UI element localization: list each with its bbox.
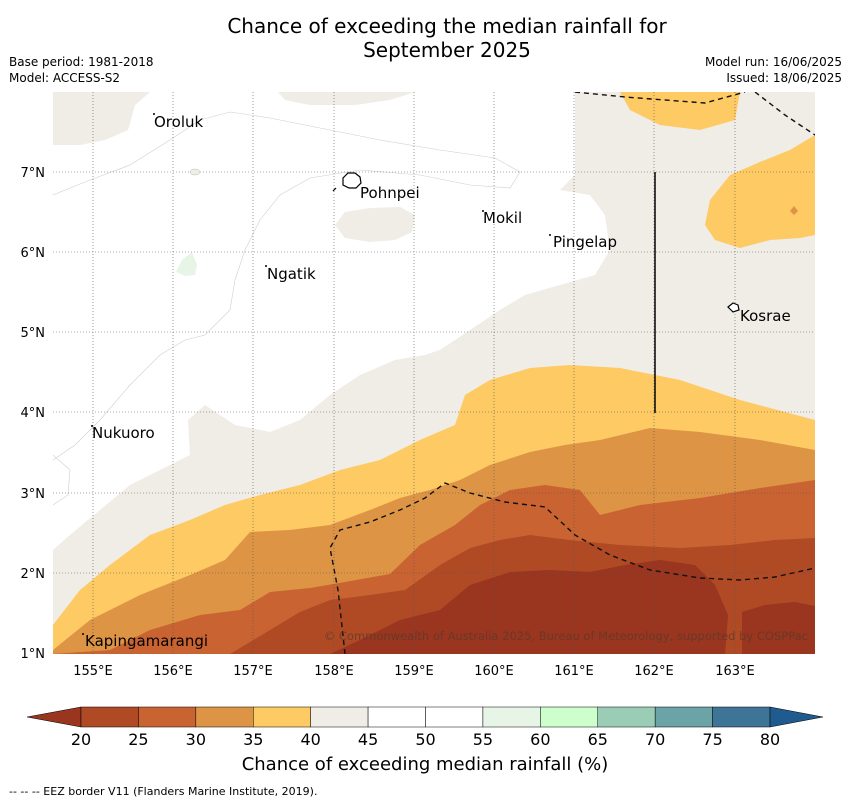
colorbar-segment <box>482 706 541 728</box>
lon-label-155e: 155°E <box>73 664 113 679</box>
small-islet <box>189 168 201 176</box>
zone-35-40-northeast <box>620 92 815 248</box>
colorbar-segment <box>597 706 656 728</box>
pingelap-atoll <box>549 234 551 236</box>
lat-label-4n: 4°N <box>21 406 46 421</box>
base-period: Base period: 1981-2018 <box>9 55 154 69</box>
model-run: Model run: 16/06/2025 <box>704 55 842 69</box>
label-nukuoro: Nukuoro <box>92 424 155 442</box>
colorbar-tick-label: 45 <box>358 730 378 749</box>
label-mokil: Mokil <box>483 209 522 227</box>
colorbar-segment <box>540 706 598 728</box>
map-svg: Oroluk Pohnpei Mokil Pingelap Ngatik Kos… <box>21 92 824 749</box>
map-plot-area <box>53 92 815 654</box>
meta-right: Model run: 16/06/2025 Issued: 18/06/2025 <box>705 54 842 86</box>
lon-label-156e: 156°E <box>153 664 193 679</box>
lat-label-7n: 7°N <box>21 166 46 181</box>
oroluk-atoll <box>153 113 155 115</box>
lon-label-159e: 159°E <box>394 664 434 679</box>
title-line-1: Chance of exceeding the median rainfall … <box>227 14 667 38</box>
colorbar-tick-label: 35 <box>243 730 263 749</box>
issued-date: Issued: 18/06/2025 <box>726 71 842 85</box>
label-kapingamarangi: Kapingamarangi <box>85 632 208 650</box>
colorbar-segment <box>195 706 254 728</box>
label-ngatik: Ngatik <box>267 265 316 283</box>
title-line-2: September 2025 <box>363 38 531 62</box>
lat-label-1n: 1°N <box>21 647 46 662</box>
colorbar-tick-label: 40 <box>300 730 320 749</box>
contour-line-1 <box>53 111 521 461</box>
colorbar-low-arrow <box>26 706 82 728</box>
lat-label-5n: 5°N <box>21 326 46 341</box>
colorbar-high-arrow <box>769 706 824 728</box>
lon-label-157e: 157°E <box>233 664 273 679</box>
colorbar-tick-label: 80 <box>760 730 780 749</box>
nukuoro-atoll <box>91 425 93 427</box>
lon-label-160e: 160°E <box>474 664 514 679</box>
lon-label-163e: 163°E <box>715 664 755 679</box>
map-gridlines <box>53 92 815 654</box>
lat-label-6n: 6°N <box>21 246 46 261</box>
pohnpei-island <box>342 172 362 189</box>
colorbar-tick-label: 50 <box>415 730 435 749</box>
lon-label-161e: 161°E <box>554 664 594 679</box>
colorbar-tick-label: 75 <box>702 730 722 749</box>
colorbar-segment <box>138 706 197 728</box>
pohnpei-outline-left <box>332 187 337 192</box>
zone-below-20-east <box>742 602 815 654</box>
lat-label-3n: 3°N <box>21 487 46 502</box>
colorbar-tick-label: 20 <box>71 730 91 749</box>
zone-small-patch <box>790 206 798 215</box>
footer-eez-note: -- -- -- EEZ border V11 (Flanders Marine… <box>9 785 318 798</box>
colorbar-segment <box>712 706 771 728</box>
colorbar-tick-label: 30 <box>186 730 206 749</box>
label-pohnpei: Pohnpei <box>360 184 420 202</box>
zone-40-45-north-strip <box>278 92 415 105</box>
zone-below-20 <box>330 560 728 654</box>
meta-left: Base period: 1981-2018 Model: ACCESS-S2 <box>9 54 154 86</box>
colorbar-segment <box>80 706 139 728</box>
colorbar-tick-label: 70 <box>645 730 665 749</box>
label-oroluk: Oroluk <box>154 113 203 131</box>
zone-40-45-northwest <box>53 92 150 145</box>
model-name: Model: ACCESS-S2 <box>9 71 121 85</box>
label-pingelap: Pingelap <box>553 233 617 251</box>
contour-line-2 <box>53 454 71 506</box>
colorbar-tick-label: 65 <box>588 730 608 749</box>
zone-green-patch <box>176 252 197 276</box>
lat-label-2n: 2°N <box>21 567 46 582</box>
map-title: Chance of exceeding the median rainfall … <box>0 14 850 62</box>
lon-label-162e: 162°E <box>634 664 674 679</box>
eez-borders <box>329 92 815 654</box>
colorbar: 20 25 30 35 40 45 50 55 60 65 70 75 80 <box>26 706 824 749</box>
colorbar-label: Chance of exceeding median rainfall (%) <box>241 754 609 775</box>
label-kosrae: Kosrae <box>740 307 791 325</box>
colorbar-segment <box>367 706 426 728</box>
colorbar-segment <box>425 706 484 728</box>
copyright-note: © Commonwealth of Australia 2025, Bureau… <box>324 629 808 643</box>
colorbar-segment <box>253 706 311 728</box>
colorbar-tick-label: 60 <box>530 730 550 749</box>
kosrae-island <box>727 302 740 313</box>
colorbar-tick-label: 55 <box>473 730 493 749</box>
colorbar-tick-label: 25 <box>128 730 148 749</box>
lon-label-158e: 158°E <box>314 664 354 679</box>
mokil-atoll <box>482 210 484 212</box>
colorbar-segment <box>310 706 369 728</box>
zone-40-45-pohnpei <box>335 207 415 242</box>
kapingamarangi-atoll <box>82 633 84 635</box>
colorbar-segment <box>654 706 713 728</box>
ngatik-atoll <box>265 265 267 267</box>
